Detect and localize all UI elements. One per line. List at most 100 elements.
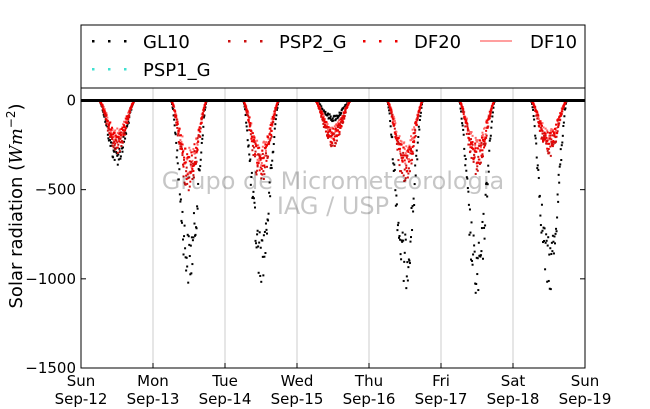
data-point [550, 253, 553, 256]
data-point [123, 125, 126, 128]
data-point [556, 119, 559, 122]
data-point [180, 145, 183, 148]
data-point [339, 123, 342, 126]
data-point [249, 122, 252, 125]
data-point [347, 103, 350, 106]
data-point [126, 115, 129, 118]
data-point [183, 235, 186, 238]
data-point [256, 169, 259, 172]
data-point [491, 111, 494, 114]
data-point [250, 122, 253, 125]
data-point [342, 121, 345, 124]
data-point [394, 204, 397, 207]
data-point [405, 275, 408, 278]
data-point [331, 126, 334, 129]
data-point [483, 226, 486, 229]
data-point [464, 121, 467, 124]
data-point [245, 121, 248, 124]
data-point [204, 101, 207, 104]
data-point [399, 170, 402, 173]
data-point [122, 134, 125, 137]
data-point [473, 244, 476, 247]
data-point [112, 156, 115, 159]
data-point [471, 263, 474, 266]
data-point [472, 234, 475, 237]
data-point [193, 143, 196, 146]
data-point [406, 158, 409, 161]
data-point [194, 233, 197, 236]
data-point [466, 187, 469, 190]
data-point [272, 120, 275, 123]
data-point [338, 114, 340, 117]
data-point [411, 229, 414, 232]
data-point [465, 176, 468, 179]
data-point [184, 161, 187, 164]
data-point [389, 125, 392, 128]
data-point [473, 148, 476, 151]
data-point [462, 109, 465, 112]
data-point [549, 247, 552, 250]
data-point [270, 135, 273, 138]
data-point [483, 146, 486, 149]
data-point [543, 134, 546, 137]
data-point [196, 143, 199, 146]
data-point [183, 161, 186, 164]
data-point [486, 195, 489, 198]
data-point [555, 123, 558, 126]
data-point [544, 127, 547, 130]
data-point [401, 159, 404, 162]
data-point [419, 115, 422, 118]
data-point [408, 144, 411, 147]
data-point [270, 121, 273, 124]
data-point [124, 121, 127, 124]
data-point [343, 111, 346, 114]
data-point [331, 144, 334, 147]
data-point [417, 135, 420, 138]
data-point [123, 124, 126, 127]
data-point [543, 227, 546, 230]
data-point [270, 129, 273, 132]
data-point [560, 110, 563, 113]
data-point [102, 107, 105, 110]
data-point [191, 177, 194, 180]
data-point [408, 170, 411, 173]
data-point [274, 118, 277, 121]
data-point [467, 143, 470, 146]
data-point [554, 232, 557, 235]
data-point [107, 121, 110, 124]
data-point [250, 131, 253, 134]
data-point [416, 158, 419, 161]
data-point [338, 133, 341, 136]
data-point [412, 152, 415, 155]
legend-box [80, 24, 586, 89]
data-point [327, 112, 330, 115]
data-point [532, 102, 535, 105]
data-point [403, 251, 406, 254]
data-point [546, 129, 549, 132]
data-point [485, 121, 488, 124]
data-point [275, 104, 278, 107]
data-point [124, 137, 127, 140]
data-point [547, 148, 550, 151]
data-point [328, 130, 331, 133]
data-point [190, 151, 193, 154]
legend-swatch [124, 40, 127, 43]
data-point [531, 102, 534, 105]
data-point [187, 177, 190, 180]
data-point [395, 203, 398, 206]
data-point [251, 195, 254, 198]
data-point [473, 153, 476, 156]
data-point [401, 171, 404, 174]
data-point [189, 244, 192, 247]
data-point [411, 158, 414, 161]
data-point [106, 119, 109, 122]
data-point [487, 164, 490, 167]
data-point [540, 136, 543, 139]
data-point [393, 131, 396, 134]
data-point [180, 219, 183, 222]
data-point [334, 127, 337, 130]
data-point [199, 127, 202, 130]
data-point [476, 165, 479, 168]
data-point [109, 134, 112, 137]
data-point [273, 113, 276, 116]
